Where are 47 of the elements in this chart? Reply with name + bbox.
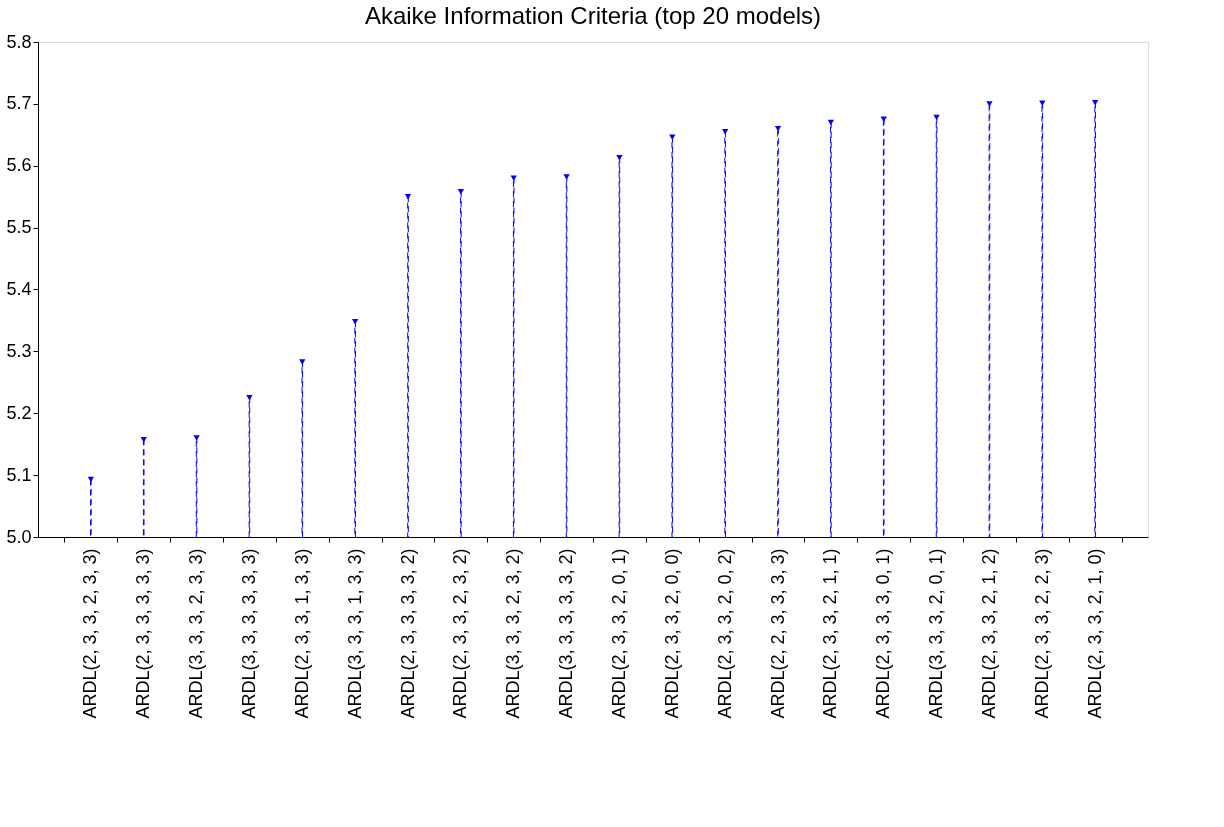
point [1091,99,1099,106]
x-tick-label: ARDL(2, 3, 3, 2, 0, 1) [608,548,629,719]
y-tick-label: 5.2 [6,402,32,423]
x-tick-label: ARDL(2, 3, 3, 2, 1, 1) [820,548,841,719]
x-tick-label: ARDL(2, 3, 3, 1, 3, 3) [291,548,312,719]
x-tick-label: ARDL(2, 3, 3, 3, 3, 3) [133,548,154,719]
x-tick-label: ARDL(3, 3, 3, 2, 0, 1) [926,548,947,719]
y-tick-label: 5.0 [6,526,32,547]
point [827,119,835,126]
point [246,395,253,401]
x-tick-label: ARDL(2, 3, 3, 2, 2, 3) [1031,548,1052,719]
y-tick-label: 5.6 [6,155,32,176]
y-tick-label: 5.3 [6,340,32,361]
point [933,114,940,121]
point [986,101,993,107]
y-tick-label: 5.5 [6,217,32,238]
point [299,359,306,365]
point [563,174,570,180]
point [351,318,359,325]
point [404,193,412,200]
point [457,189,465,195]
y-tick-label: 5.8 [6,31,32,52]
x-tick-label: ARDL(2, 3, 3, 2, 1, 0) [1084,548,1105,719]
x-tick-label: ARDL(3, 3, 3, 1, 3, 3) [344,548,365,719]
point [193,435,200,441]
x-tick-label: ARDL(3, 3, 3, 2, 3, 2) [503,548,524,719]
x-tick-label: ARDL(3, 3, 3, 3, 3, 3) [238,548,259,719]
y-tick-label: 5.7 [6,93,32,114]
point [616,154,623,161]
x-tick-label: ARDL(2, 3, 3, 2, 1, 2) [978,548,999,719]
x-tick-label: ARDL(2, 3, 3, 2, 0, 2) [714,548,735,719]
x-tick-label: ARDL(2, 3, 3, 3, 0, 1) [873,548,894,719]
point [87,476,95,483]
x-tick-label: ARDL(2, 3, 3, 2, 3, 3) [80,548,101,719]
x-tick-label: ARDL(2, 2, 3, 3, 3, 3) [767,548,788,719]
point [721,128,729,135]
y-tick-label: 5.4 [6,279,32,299]
y-tick-label: 5.1 [6,464,32,485]
point [774,125,782,132]
x-tick-label: ARDL(2, 3, 3, 2, 3, 2) [450,548,471,719]
point [510,175,517,181]
point [140,437,147,443]
x-tick-label: ARDL(2, 3, 3, 3, 3, 2) [397,548,418,719]
x-tick-label: ARDL(3, 3, 3, 2, 3, 3) [186,548,207,719]
x-tick-label: ARDL(2, 3, 3, 2, 0, 0) [661,548,682,719]
chart-title: Akaike Information Criteria (top 20 models) [364,2,822,29]
x-tick-label: ARDL(3, 3, 3, 3, 3, 2) [556,548,577,719]
